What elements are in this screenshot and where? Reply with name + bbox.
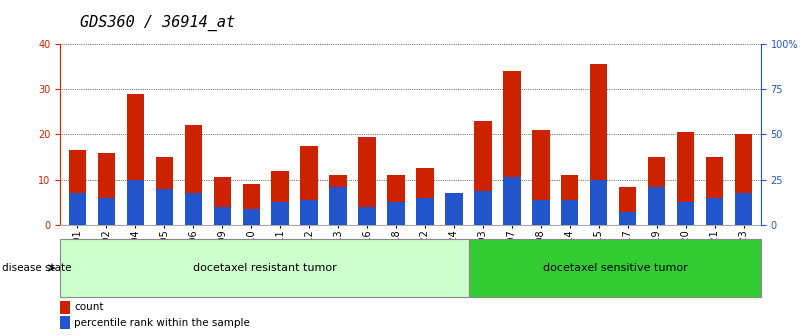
Bar — [648, 186, 666, 225]
Bar — [735, 134, 752, 225]
Bar — [590, 64, 607, 225]
Bar — [735, 194, 752, 225]
Bar — [445, 194, 463, 225]
Bar — [388, 202, 405, 225]
Text: count: count — [74, 302, 104, 312]
Bar — [300, 146, 318, 225]
Bar — [243, 184, 260, 225]
Text: docetaxel sensitive tumor: docetaxel sensitive tumor — [542, 263, 687, 273]
Bar — [184, 194, 202, 225]
Bar — [98, 153, 115, 225]
Bar — [358, 137, 376, 225]
Text: disease state: disease state — [2, 263, 71, 273]
Bar — [214, 207, 231, 225]
Bar — [69, 150, 87, 225]
Bar — [214, 177, 231, 225]
Text: percentile rank within the sample: percentile rank within the sample — [74, 318, 251, 328]
Bar — [272, 171, 289, 225]
Bar — [619, 212, 637, 225]
Bar — [648, 157, 666, 225]
Bar — [562, 175, 578, 225]
Bar — [706, 157, 723, 225]
Bar — [243, 209, 260, 225]
Text: GDS360 / 36914_at: GDS360 / 36914_at — [80, 15, 235, 31]
Bar — [503, 177, 521, 225]
Bar — [329, 186, 347, 225]
Bar — [706, 198, 723, 225]
Bar — [590, 180, 607, 225]
Bar — [474, 191, 492, 225]
Bar — [155, 189, 173, 225]
Bar — [503, 71, 521, 225]
Bar — [532, 130, 549, 225]
Bar — [417, 198, 433, 225]
Bar — [184, 125, 202, 225]
Bar — [532, 200, 549, 225]
Bar — [619, 186, 637, 225]
Bar — [358, 207, 376, 225]
Bar — [272, 202, 289, 225]
Text: docetaxel resistant tumor: docetaxel resistant tumor — [192, 263, 336, 273]
Bar — [474, 121, 492, 225]
Bar — [69, 194, 87, 225]
Bar — [562, 200, 578, 225]
Bar — [329, 175, 347, 225]
Bar — [388, 175, 405, 225]
Bar — [300, 200, 318, 225]
Bar — [127, 93, 144, 225]
Bar — [677, 202, 694, 225]
Bar — [445, 198, 463, 225]
Bar — [677, 132, 694, 225]
Bar — [98, 198, 115, 225]
Bar — [155, 157, 173, 225]
Bar — [417, 168, 433, 225]
Bar — [127, 180, 144, 225]
